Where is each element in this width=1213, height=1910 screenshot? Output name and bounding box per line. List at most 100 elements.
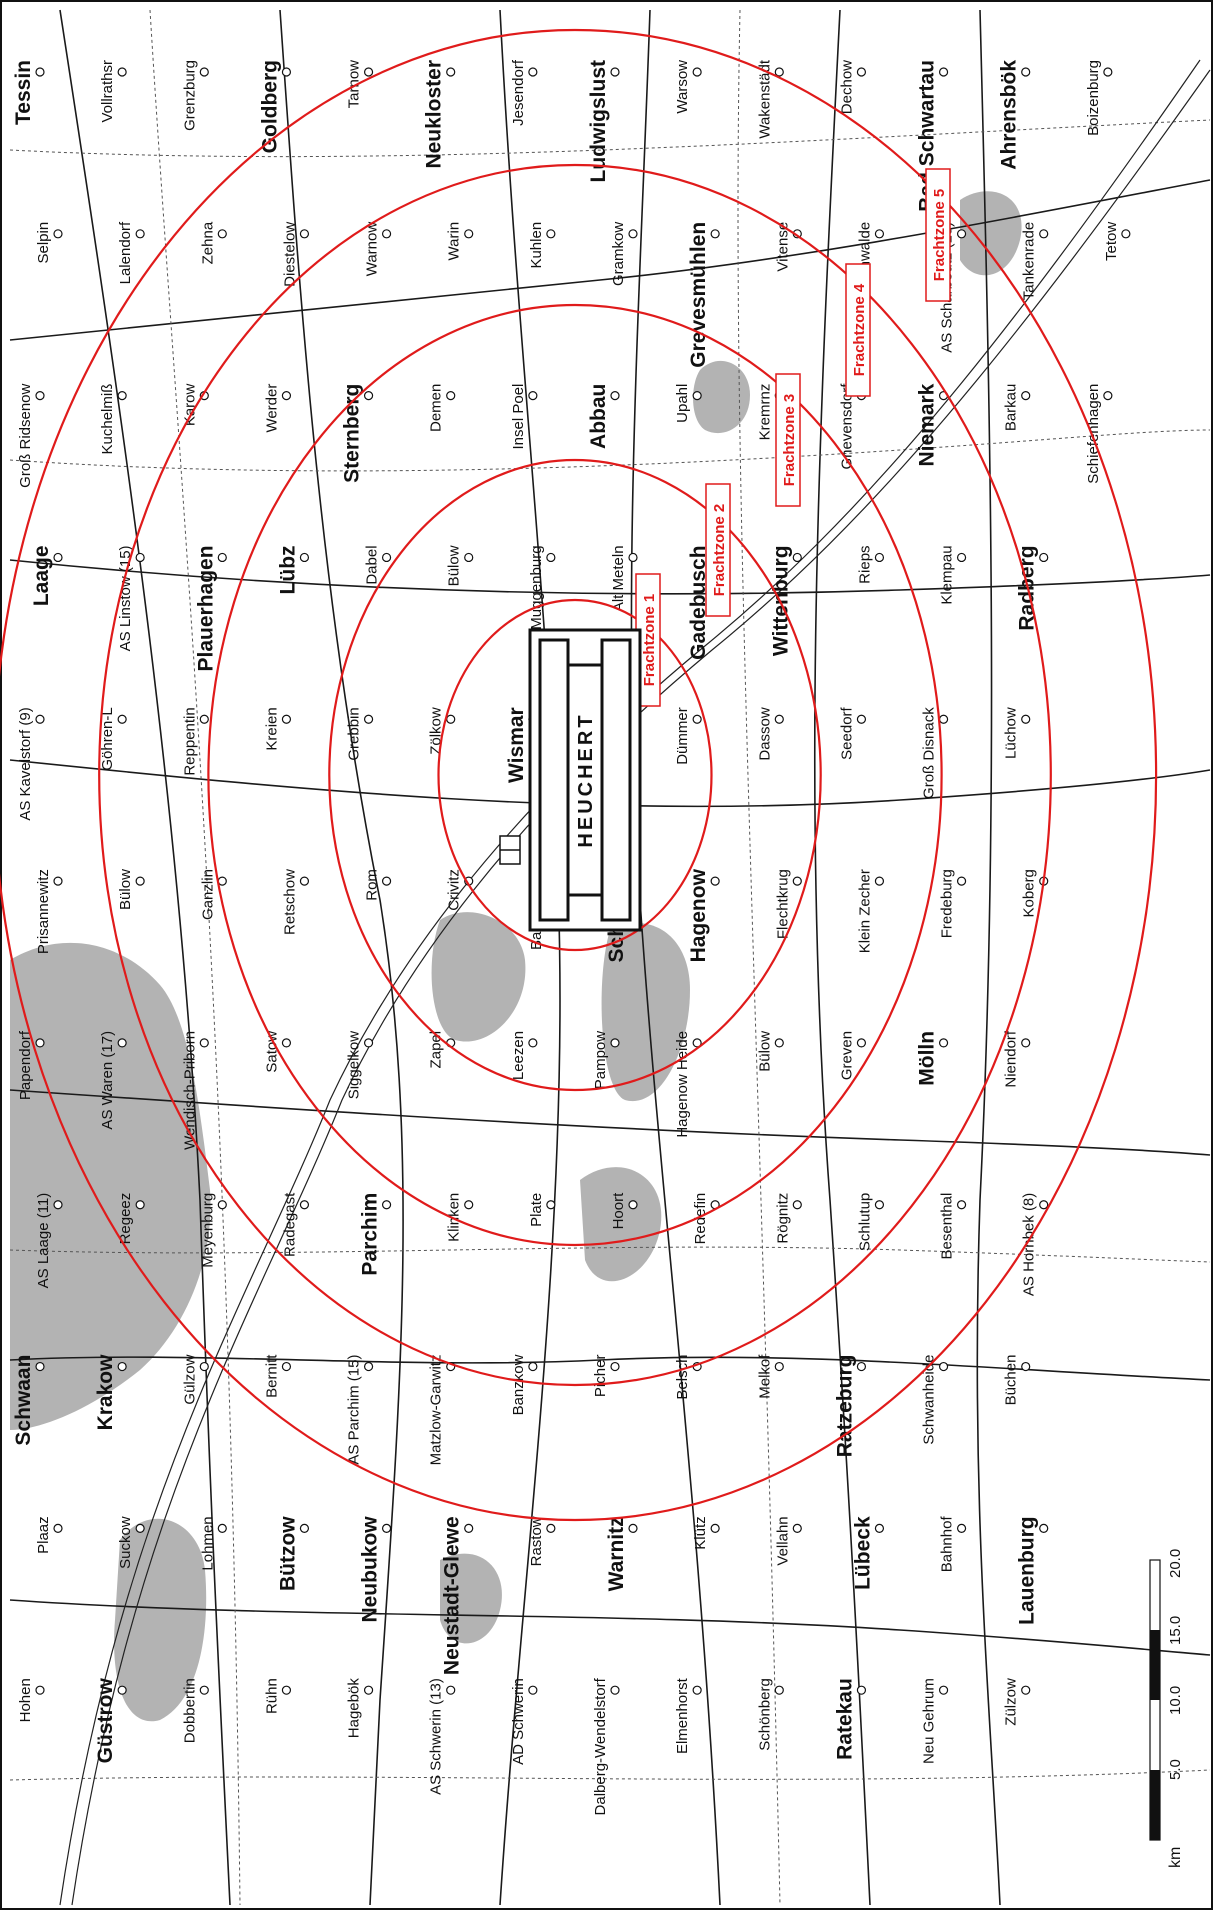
place-name: Satow xyxy=(263,1031,280,1073)
town-marker xyxy=(363,1038,374,1048)
town-marker xyxy=(299,1523,310,1533)
place-name: Dabel xyxy=(364,545,381,584)
town-marker xyxy=(692,1685,702,1695)
freight-zone-labels: Frachtzone 1 Frachtzone 2 Frachtzone 3 Frac… xyxy=(635,168,951,707)
place-name: Lauenburg xyxy=(1016,1516,1039,1625)
town-marker xyxy=(856,714,867,724)
town-marker xyxy=(35,1361,45,1372)
place-name: Bülow xyxy=(756,1031,773,1072)
town-marker xyxy=(299,552,310,563)
town-marker xyxy=(363,1361,374,1372)
zone-label-text-3: Frachtzone 3 xyxy=(781,394,798,487)
town-marker xyxy=(956,1523,967,1533)
scale-tick-20: 20.0 xyxy=(1167,1549,1184,1578)
zone-label-text-2: Frachtzone 2 xyxy=(711,504,728,597)
place-name: Neubukow xyxy=(359,1516,382,1623)
place-name: Neukloster xyxy=(423,60,446,169)
town-marker xyxy=(546,552,556,563)
place-name: Seedorf xyxy=(838,706,855,759)
place-name: Boizenburg xyxy=(1085,60,1102,136)
place-name: Schwanheide xyxy=(921,1355,938,1445)
town-marker xyxy=(1103,67,1113,77)
town-marker xyxy=(546,229,556,239)
place-name: Laage xyxy=(30,545,53,606)
place-name: Radegast xyxy=(281,1192,298,1257)
place-name: Insel Poel xyxy=(510,384,527,450)
town-marker xyxy=(956,229,967,239)
place-name: Rühn xyxy=(263,1678,280,1714)
town-marker xyxy=(1021,1361,1031,1372)
scale-unit: km xyxy=(1167,1847,1184,1868)
place-name: Prisannewitz xyxy=(35,869,52,954)
place-name: Wismar xyxy=(505,707,528,783)
place-name: Rom xyxy=(364,869,381,901)
town-marker xyxy=(117,714,127,724)
town-marker xyxy=(546,1523,556,1533)
town-marker xyxy=(874,1523,885,1533)
place-name: Kuhlen xyxy=(528,222,545,269)
place-name: Hohen xyxy=(17,1678,34,1722)
zone-ring-4 xyxy=(98,163,1052,1387)
place-name: Groß Ridsenow xyxy=(17,383,34,487)
town-marker xyxy=(135,552,145,563)
place-name: Klinken xyxy=(446,1193,463,1242)
zone-label-5: Frachtzone 5 xyxy=(925,168,951,302)
zone-ring-3 xyxy=(207,303,943,1247)
town-marker xyxy=(117,391,127,401)
place-name: Goldberg xyxy=(258,60,281,153)
town-marker xyxy=(381,229,392,239)
town-marker xyxy=(363,391,374,401)
town-marker xyxy=(199,1361,209,1372)
town-marker xyxy=(53,229,63,239)
town-marker xyxy=(1021,714,1031,724)
place-name: Ahrensbök xyxy=(998,60,1021,170)
place-name: Plaaz xyxy=(35,1516,52,1554)
place-name: AS Linstow (15) xyxy=(117,545,134,651)
place-name: Ratekau xyxy=(833,1678,856,1760)
place-name: Vitense xyxy=(774,222,791,272)
town-marker xyxy=(692,714,702,724)
place-name: Demen xyxy=(428,384,445,432)
place-name: Bülow xyxy=(117,869,134,910)
place-name: Banzkow xyxy=(510,1354,527,1415)
place-name: Papendorf xyxy=(17,1030,34,1100)
town-marker xyxy=(792,1523,802,1533)
town-marker xyxy=(528,1685,538,1695)
town-marker xyxy=(464,552,474,563)
town-marker xyxy=(446,714,456,724)
town-marker xyxy=(610,1361,620,1372)
town-marker xyxy=(628,229,638,239)
town-marker xyxy=(363,1685,374,1695)
place-name: Zehna xyxy=(199,221,216,264)
town-marker xyxy=(299,1200,310,1210)
zone-label-3: Frachtzone 3 xyxy=(775,373,801,507)
place-name: Koberg xyxy=(1021,869,1038,917)
place-name: Mölln xyxy=(916,1031,939,1086)
town-marker xyxy=(956,1200,967,1210)
town-marker xyxy=(1039,1523,1049,1533)
place-name: Zülzow xyxy=(1003,1678,1020,1726)
place-name: Dobbertin xyxy=(181,1678,198,1743)
place-name: Tarnow xyxy=(346,60,363,109)
town-marker xyxy=(528,1038,538,1048)
place-name: Fredeburg xyxy=(939,869,956,938)
place-name: Kremrnz xyxy=(756,384,773,441)
scale-tick-5: 5.0 xyxy=(1167,1759,1184,1780)
town-marker xyxy=(628,1200,638,1210)
place-name: Niemark xyxy=(916,383,939,466)
town-marker xyxy=(117,1361,127,1372)
place-name: Dalberg-Wendelstorf xyxy=(592,1677,609,1815)
town-marker xyxy=(446,391,456,401)
town-marker xyxy=(956,552,967,563)
place-name: Ganzlin xyxy=(199,869,216,920)
town-marker xyxy=(1103,391,1113,401)
town-marker xyxy=(281,1685,292,1695)
town-marker xyxy=(792,1200,802,1210)
scale-bar: km 5.0 10.0 15.0 20.0 xyxy=(1149,1549,1184,1868)
town-marker xyxy=(774,714,784,724)
place-name: Grenzburg xyxy=(181,60,198,131)
town-marker xyxy=(281,1038,292,1048)
town-marker xyxy=(35,67,45,77)
town-marker xyxy=(1121,229,1131,239)
place-name: Kreien xyxy=(263,707,280,750)
